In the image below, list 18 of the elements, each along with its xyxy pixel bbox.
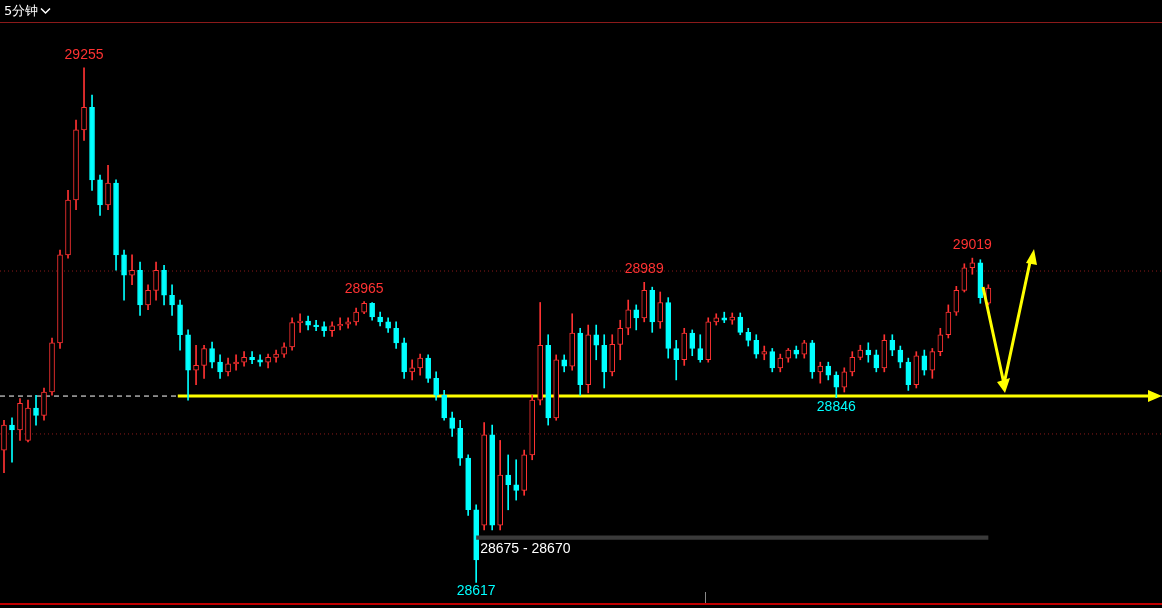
candlestick (513, 459, 520, 501)
candlestick (9, 417, 15, 463)
annotation: 29019 (952, 235, 993, 252)
candlestick (761, 345, 768, 361)
annotation: 28617 (456, 582, 496, 599)
candlestick (409, 359, 415, 381)
candlestick (505, 454, 512, 511)
candlestick (345, 317, 351, 329)
annotation: 28989 (624, 260, 664, 277)
chart-title: 5分钟 (4, 2, 39, 20)
annotation: 29255 (64, 45, 104, 62)
candlestick (865, 342, 872, 363)
candlestick (129, 254, 135, 286)
annotation: 28846 (816, 397, 856, 414)
annotation: 28965 (344, 279, 384, 296)
candlestick (249, 351, 255, 365)
band-label: 28675 - 28670 (480, 540, 571, 557)
candlestick (193, 344, 199, 386)
